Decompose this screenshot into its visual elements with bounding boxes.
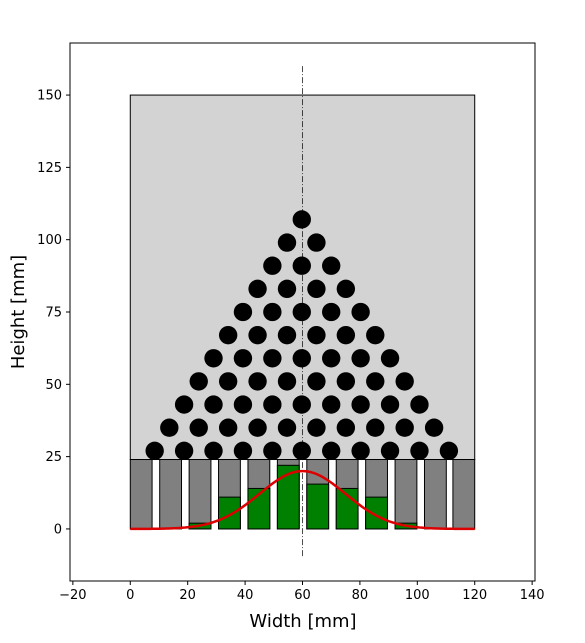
peg-r3-4: [263, 395, 282, 414]
peg-r7-4: [322, 302, 341, 322]
peg-r3-7: [351, 395, 370, 414]
bin-12: [452, 459, 476, 530]
peg-r5-1: [204, 349, 223, 368]
peg-r5-7: [380, 349, 400, 368]
peg-r6-5: [336, 325, 356, 345]
y-tick-label-25: 25: [45, 450, 62, 465]
x-tick-label-100: 100: [405, 588, 430, 603]
distribution-curve: [130, 469, 475, 531]
peg-r8-1: [248, 279, 267, 299]
peg-r1-8: [351, 441, 370, 461]
peg-r8-2: [277, 279, 297, 299]
peg-r4-7: [366, 372, 385, 391]
peg-r9-2: [292, 256, 311, 275]
peg-r3-6: [322, 395, 341, 414]
peg-r6-3: [277, 325, 297, 345]
peg-r7-5: [351, 302, 370, 322]
x-tick-label-140: 140: [520, 588, 545, 603]
peg-r2-9: [395, 418, 414, 437]
x-tick-label--20: −20: [59, 588, 86, 603]
peg-r6-1: [218, 325, 238, 345]
peg-r9-1: [263, 256, 282, 275]
peg-r3-8: [380, 395, 400, 414]
peg-r6-2: [248, 325, 267, 345]
peg-r11-1: [292, 210, 311, 229]
bin-3: [188, 459, 212, 530]
x-tick-label-20: 20: [179, 588, 196, 603]
y-tick-label-100: 100: [37, 233, 62, 248]
bin-1: [129, 459, 153, 530]
peg-r6-6: [366, 325, 385, 345]
peg-r4-3: [248, 372, 267, 391]
peg-r2-5: [277, 418, 297, 437]
x-tick-label-60: 60: [294, 588, 311, 603]
peg-r2-4: [248, 418, 267, 437]
peg-r1-3: [204, 441, 223, 461]
y-tick-label-75: 75: [45, 306, 62, 321]
peg-r8-4: [336, 279, 356, 299]
peg-r2-8: [366, 418, 385, 437]
peg-r1-4: [233, 441, 253, 461]
peg-r5-4: [292, 349, 311, 368]
peg-r3-3: [233, 395, 253, 414]
y-tick-label-150: 150: [37, 89, 62, 104]
peg-r2-1: [160, 418, 179, 437]
bin-fill-4: [218, 496, 241, 530]
peg-r5-5: [322, 349, 341, 368]
peg-r3-1: [174, 395, 194, 414]
peg-r9-3: [322, 256, 341, 275]
peg-r1-9: [380, 441, 400, 461]
peg-r2-10: [424, 418, 444, 437]
peg-r4-8: [395, 372, 414, 391]
peg-r1-5: [263, 441, 282, 461]
peg-r6-4: [307, 325, 326, 345]
peg-r4-2: [218, 372, 238, 391]
peg-r3-5: [292, 395, 311, 414]
peg-r7-1: [233, 302, 253, 322]
plot-area: [129, 66, 476, 558]
bin-10: [394, 459, 418, 530]
bin-fill-9: [365, 496, 388, 530]
bin-2: [159, 459, 183, 530]
peg-r1-1: [145, 441, 164, 461]
peg-r4-4: [277, 372, 297, 391]
x-axis-label: Width [mm]: [249, 611, 356, 632]
plot-content: [129, 66, 476, 558]
y-tick-label-0: 0: [54, 522, 62, 537]
x-tick-label-80: 80: [352, 588, 369, 603]
y-axis-label: Height [mm]: [8, 255, 29, 369]
peg-r7-2: [263, 302, 282, 322]
peg-r5-2: [233, 349, 253, 368]
bin-fill-6: [276, 464, 300, 530]
peg-r3-2: [204, 395, 223, 414]
peg-r4-1: [189, 372, 208, 391]
peg-r2-7: [336, 418, 356, 437]
x-tick-label-120: 120: [462, 588, 487, 603]
peg-r3-9: [410, 395, 429, 414]
x-tick-label-40: 40: [237, 588, 254, 603]
peg-r4-5: [307, 372, 326, 391]
axes: −20 0 20 40 60 80 100 120 140 0 25 50 75 100 125 150: [37, 42, 545, 603]
peg-r1-6: [292, 441, 311, 461]
peg-r10-1: [277, 233, 297, 252]
peg-r5-6: [351, 349, 370, 368]
bin-11: [423, 459, 447, 530]
y-tick-label-50: 50: [45, 378, 62, 393]
peg-r1-10: [410, 441, 429, 461]
bin-fill-7: [306, 483, 330, 530]
peg-r2-3: [218, 418, 238, 437]
peg-r1-7: [322, 441, 341, 461]
x-tick-label-0: 0: [126, 588, 134, 603]
peg-r5-3: [263, 349, 282, 368]
peg-r1-2: [174, 441, 194, 461]
y-tick-label-125: 125: [37, 161, 62, 176]
peg-r7-3: [292, 302, 311, 322]
peg-r2-6: [307, 418, 326, 437]
peg-r1-11: [439, 441, 459, 461]
peg-r8-3: [307, 279, 326, 299]
peg-r2-2: [189, 418, 208, 437]
peg-r10-2: [307, 233, 326, 252]
peg-r4-6: [336, 372, 356, 391]
